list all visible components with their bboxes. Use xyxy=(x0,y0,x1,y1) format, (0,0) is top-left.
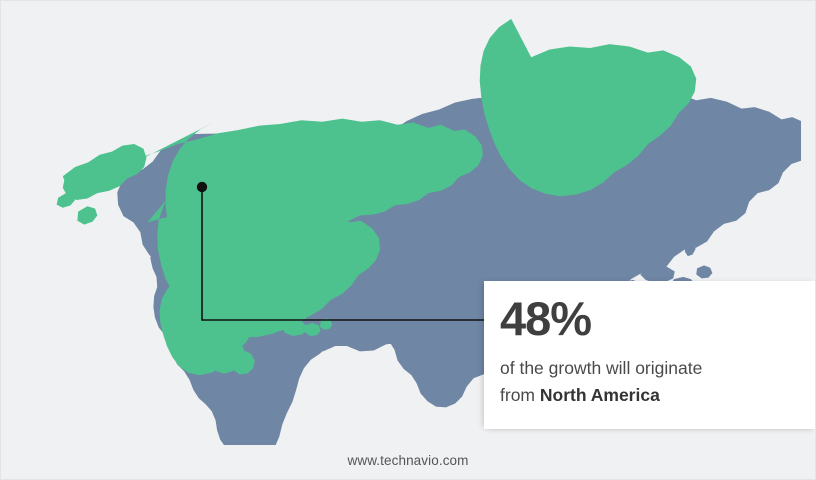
growth-description-line2-prefix: from xyxy=(500,384,540,405)
growth-description: of the growth will originate from North … xyxy=(500,355,815,408)
growth-percentage-value: 48% xyxy=(500,292,592,345)
source-attribution: www.technavio.com xyxy=(347,453,469,468)
growth-region-name: North America xyxy=(539,384,660,405)
growth-callout-card: 48% of the growth will originate from No… xyxy=(484,281,815,429)
growth-description-line1: of the growth will originate xyxy=(500,357,703,378)
